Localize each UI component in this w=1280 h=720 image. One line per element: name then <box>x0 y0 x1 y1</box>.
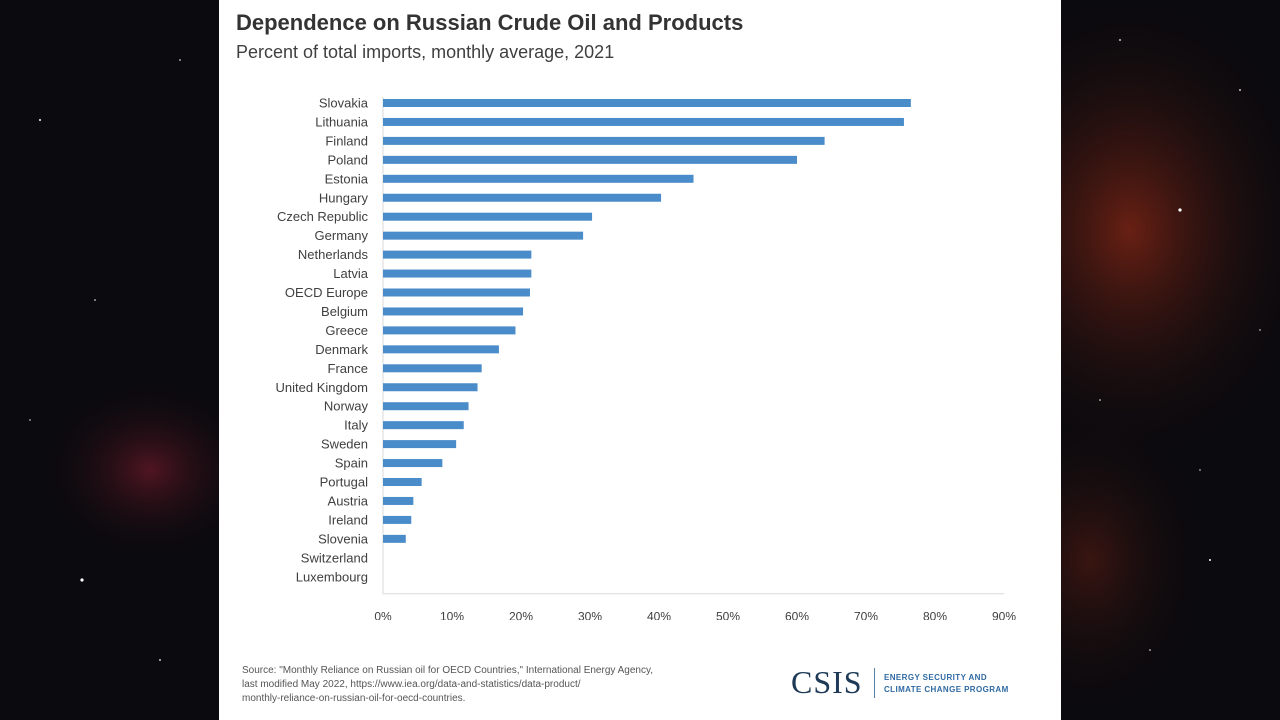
csis-wordmark: CSIS <box>791 664 863 700</box>
category-label: Denmark <box>315 342 368 357</box>
category-label: Germany <box>315 228 369 243</box>
bar <box>383 421 464 430</box>
logo-divider <box>874 668 875 698</box>
category-label: Spain <box>335 456 368 471</box>
category-label: Hungary <box>319 190 369 205</box>
category-label: Luxembourg <box>296 569 368 584</box>
program-name: ENERGY SECURITY AND CLIMATE CHANGE PROGR… <box>884 672 1054 696</box>
chart-subtitle: Percent of total imports, monthly averag… <box>236 42 615 62</box>
x-tick-label: 40% <box>647 610 671 620</box>
category-label: Poland <box>328 152 368 167</box>
category-label: Estonia <box>325 171 369 186</box>
category-label: Slovakia <box>319 96 369 111</box>
chart-slide: Dependence on Russian Crude Oil and Prod… <box>219 0 1061 720</box>
category-label: France <box>328 361 368 376</box>
x-tick-label: 30% <box>578 610 602 620</box>
bar <box>383 478 422 486</box>
source-line: Source: "Monthly Reliance on Russian oil… <box>242 665 654 676</box>
x-tick-label: 70% <box>854 610 878 620</box>
x-tick-label: 60% <box>785 610 809 620</box>
x-tick-label: 80% <box>923 610 947 620</box>
x-tick-label: 90% <box>992 610 1016 620</box>
bar <box>383 269 532 278</box>
bar <box>383 174 694 183</box>
source-line: last modified May 2022, https://www.iea.… <box>242 679 581 690</box>
category-label: Czech Republic <box>277 209 369 224</box>
bar <box>383 193 662 202</box>
bar <box>383 117 904 126</box>
bar <box>383 326 516 335</box>
category-label: Sweden <box>321 437 368 452</box>
category-label: Portugal <box>320 475 369 490</box>
program-line: CLIMATE CHANGE PROGRAM <box>884 685 1009 694</box>
x-tick-label: 50% <box>716 610 740 620</box>
source-note: Source: "Monthly Reliance on Russian oil… <box>242 664 742 706</box>
bar <box>383 99 911 107</box>
category-label: Finland <box>325 133 368 148</box>
category-label: Netherlands <box>298 247 369 262</box>
x-tick-label: 0% <box>374 610 392 620</box>
chart-title: Dependence on Russian Crude Oil and Prod… <box>236 10 744 35</box>
category-label: Ireland <box>328 512 368 527</box>
bar <box>383 288 530 297</box>
bar <box>383 364 482 373</box>
bar <box>383 402 469 411</box>
bar <box>383 155 797 164</box>
category-label: United Kingdom <box>276 380 369 395</box>
csis-logo: CSIS ENERGY SECURITY AND CLIMATE CHANGE … <box>791 664 1051 704</box>
source-line: monthly-reliance-on-russian-oil-for-oecd… <box>242 693 466 704</box>
bar <box>383 212 593 221</box>
category-label: Greece <box>325 323 368 338</box>
category-label: Switzerland <box>301 550 368 565</box>
bar <box>383 496 414 505</box>
bar-chart: Slovakia Lithuania Finland Poland Estonia Hun… <box>276 96 1017 621</box>
bar <box>383 459 443 468</box>
bar <box>383 515 412 524</box>
bar <box>383 383 478 392</box>
category-label: Norway <box>324 399 369 414</box>
category-label: Slovenia <box>318 531 369 546</box>
category-label: Latvia <box>333 266 368 281</box>
bar <box>383 534 406 543</box>
category-label: OECD Europe <box>285 285 368 300</box>
bar <box>383 440 457 449</box>
x-tick-label: 20% <box>509 610 533 620</box>
bar <box>383 231 584 240</box>
bar <box>383 250 532 259</box>
category-label: Lithuania <box>315 114 369 129</box>
bar <box>383 136 825 145</box>
category-label: Austria <box>328 493 369 508</box>
bar <box>383 345 499 354</box>
x-tick-label: 10% <box>440 610 464 620</box>
bar <box>383 307 524 316</box>
category-label: Belgium <box>321 304 368 319</box>
category-label: Italy <box>344 418 368 433</box>
program-line: ENERGY SECURITY AND <box>884 673 988 682</box>
